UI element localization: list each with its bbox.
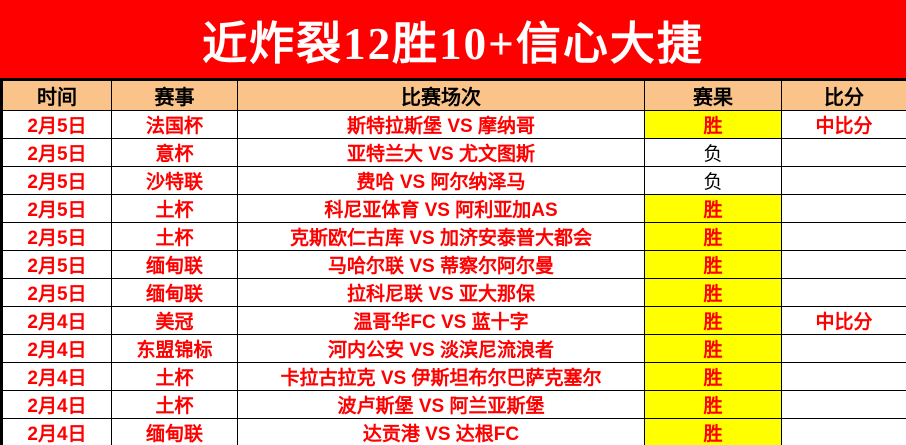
results-table: 时间 赛事 比赛场次 赛果 比分 2月5日 法国杯 斯特拉斯堡 VS 摩纳哥 胜… (0, 78, 906, 445)
table-row: 2月4日 土杯 卡拉古拉克 VS 伊斯坦布尔巴萨克塞尔 胜 (1, 362, 906, 391)
league-cell: 土杯 (111, 194, 238, 223)
match-cell: 科尼亚体育 VS 阿利亚加AS (237, 194, 645, 223)
header-result: 赛果 (644, 79, 782, 111)
table-row: 2月4日 缅甸联 达贡港 VS 达根FC 胜 (1, 418, 906, 445)
date-cell: 2月4日 (1, 418, 112, 445)
match-cell: 波卢斯堡 VS 阿兰亚斯堡 (237, 390, 645, 419)
score-cell (781, 194, 906, 223)
result-cell: 胜 (644, 418, 782, 445)
result-cell: 胜 (644, 334, 782, 363)
date-cell: 2月5日 (1, 278, 112, 307)
table-row: 2月5日 沙特联 费哈 VS 阿尔纳泽马 负 (1, 166, 906, 195)
score-cell (781, 250, 906, 279)
result-cell: 胜 (644, 362, 782, 391)
table-row: 2月4日 土杯 波卢斯堡 VS 阿兰亚斯堡 胜 (1, 390, 906, 419)
league-cell: 缅甸联 (111, 250, 238, 279)
date-cell: 2月4日 (1, 362, 112, 391)
match-cell: 卡拉古拉克 VS 伊斯坦布尔巴萨克塞尔 (237, 362, 645, 391)
result-cell: 胜 (644, 110, 782, 139)
result-cell: 胜 (644, 250, 782, 279)
league-cell: 东盟锦标 (111, 334, 238, 363)
match-cell: 拉科尼联 VS 亚大那保 (237, 278, 645, 307)
result-cell: 胜 (644, 390, 782, 419)
result-cell: 负 (644, 166, 782, 195)
score-cell (781, 390, 906, 419)
date-cell: 2月5日 (1, 166, 112, 195)
score-cell (781, 222, 906, 251)
league-cell: 沙特联 (111, 166, 238, 195)
score-cell (781, 418, 906, 445)
match-cell: 达贡港 VS 达根FC (237, 418, 645, 445)
result-cell: 胜 (644, 306, 782, 335)
score-cell: 中比分 (781, 110, 906, 139)
result-cell: 胜 (644, 278, 782, 307)
league-cell: 美冠 (111, 306, 238, 335)
score-cell: 中比分 (781, 306, 906, 335)
results-body: 2月5日 法国杯 斯特拉斯堡 VS 摩纳哥 胜 中比分 2月5日 意杯 亚特兰大… (1, 110, 906, 445)
promo-banner-title: 近炸裂12胜10+信心大捷 (202, 18, 704, 69)
header-row: 时间 赛事 比赛场次 赛果 比分 (1, 79, 906, 111)
table-row: 2月5日 缅甸联 拉科尼联 VS 亚大那保 胜 (1, 278, 906, 307)
result-cell: 胜 (644, 194, 782, 223)
match-cell: 温哥华FC VS 蓝十字 (237, 306, 645, 335)
league-cell: 土杯 (111, 390, 238, 419)
match-cell: 马哈尔联 VS 蒂察尔阿尔曼 (237, 250, 645, 279)
date-cell: 2月4日 (1, 390, 112, 419)
promo-banner: 近炸裂12胜10+信心大捷 (0, 0, 906, 78)
league-cell: 土杯 (111, 362, 238, 391)
header-time: 时间 (1, 79, 112, 111)
date-cell: 2月5日 (1, 194, 112, 223)
league-cell: 土杯 (111, 222, 238, 251)
result-cell: 胜 (644, 222, 782, 251)
score-cell (781, 138, 906, 167)
table-row: 2月5日 土杯 克斯欧仁古库 VS 加济安泰普大都会 胜 (1, 222, 906, 251)
table-row: 2月4日 东盟锦标 河内公安 VS 淡滨尼流浪者 胜 (1, 334, 906, 363)
date-cell: 2月4日 (1, 334, 112, 363)
date-cell: 2月5日 (1, 138, 112, 167)
date-cell: 2月4日 (1, 306, 112, 335)
header-match: 比赛场次 (237, 79, 645, 111)
results-table-header: 时间 赛事 比赛场次 赛果 比分 (1, 79, 906, 111)
header-league: 赛事 (111, 79, 238, 111)
match-cell: 河内公安 VS 淡滨尼流浪者 (237, 334, 645, 363)
score-cell (781, 362, 906, 391)
match-cell: 斯特拉斯堡 VS 摩纳哥 (237, 110, 645, 139)
table-row: 2月5日 法国杯 斯特拉斯堡 VS 摩纳哥 胜 中比分 (1, 110, 906, 139)
table-row: 2月5日 缅甸联 马哈尔联 VS 蒂察尔阿尔曼 胜 (1, 250, 906, 279)
table-row: 2月5日 意杯 亚特兰大 VS 尤文图斯 负 (1, 138, 906, 167)
league-cell: 缅甸联 (111, 418, 238, 445)
date-cell: 2月5日 (1, 222, 112, 251)
match-cell: 克斯欧仁古库 VS 加济安泰普大都会 (237, 222, 645, 251)
match-cell: 费哈 VS 阿尔纳泽马 (237, 166, 645, 195)
league-cell: 意杯 (111, 138, 238, 167)
score-cell (781, 334, 906, 363)
result-cell: 负 (644, 138, 782, 167)
league-cell: 法国杯 (111, 110, 238, 139)
match-cell: 亚特兰大 VS 尤文图斯 (237, 138, 645, 167)
date-cell: 2月5日 (1, 110, 112, 139)
league-cell: 缅甸联 (111, 278, 238, 307)
score-cell (781, 278, 906, 307)
table-row: 2月5日 土杯 科尼亚体育 VS 阿利亚加AS 胜 (1, 194, 906, 223)
header-score: 比分 (781, 79, 906, 111)
score-cell (781, 166, 906, 195)
table-row: 2月4日 美冠 温哥华FC VS 蓝十字 胜 中比分 (1, 306, 906, 335)
date-cell: 2月5日 (1, 250, 112, 279)
